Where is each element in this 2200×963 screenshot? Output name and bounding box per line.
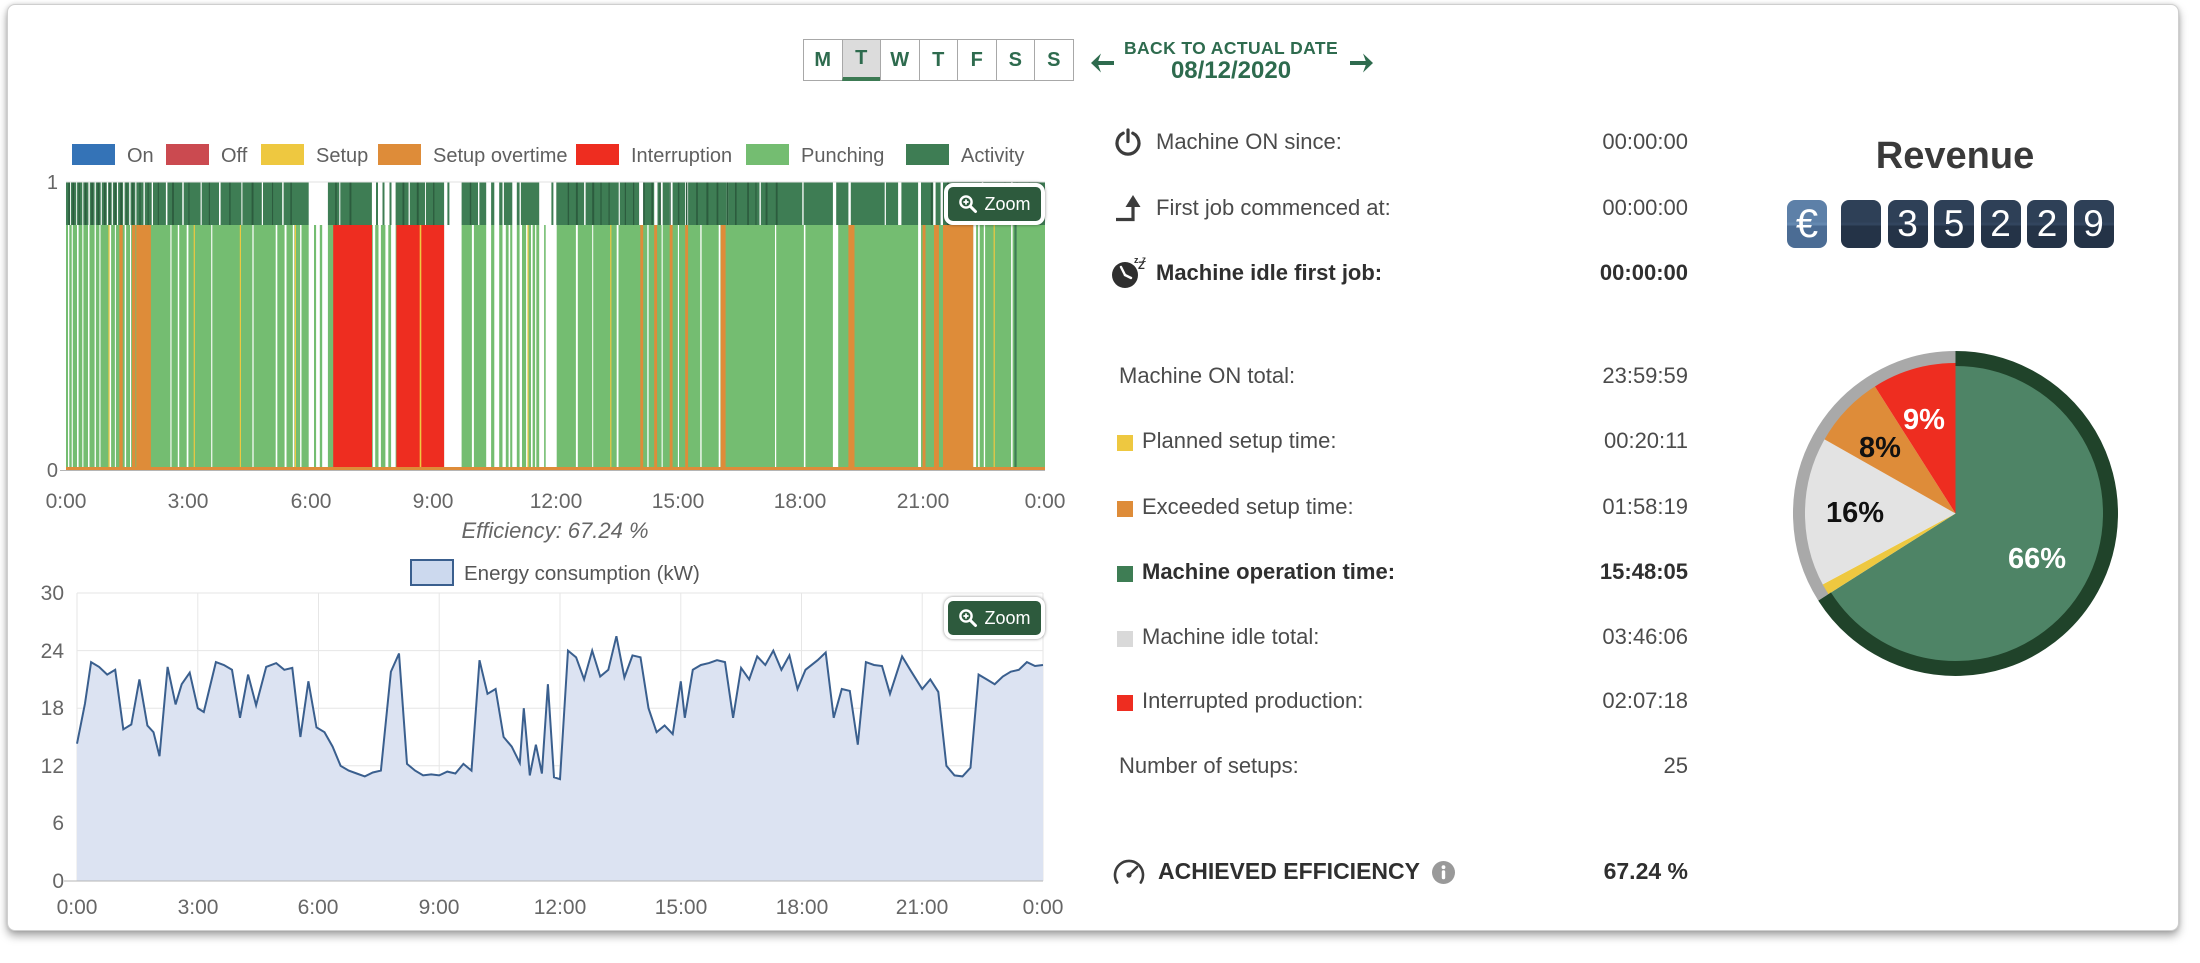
svg-text:z: z <box>1134 255 1139 265</box>
svg-text:15:00: 15:00 <box>655 896 708 919</box>
svg-text:0:00: 0:00 <box>1023 896 1064 919</box>
svg-text:Z: Z <box>1138 260 1145 272</box>
svg-text:Activity: Activity <box>961 145 1024 167</box>
svg-text:Off: Off <box>221 145 248 167</box>
svg-text:3:00: 3:00 <box>168 490 209 513</box>
svg-text:15:00: 15:00 <box>652 490 705 513</box>
svg-text:z: z <box>1142 255 1146 264</box>
svg-text:Setup overtime: Setup overtime <box>433 145 568 167</box>
svg-text:12:00: 12:00 <box>530 490 583 513</box>
svg-text:12:00: 12:00 <box>534 896 587 919</box>
svg-text:30: 30 <box>41 582 64 605</box>
svg-text:Setup: Setup <box>316 145 368 167</box>
svg-text:0: 0 <box>47 460 58 482</box>
svg-text:0:00: 0:00 <box>57 896 98 919</box>
svg-text:1: 1 <box>47 172 58 194</box>
svg-text:0:00: 0:00 <box>46 490 87 513</box>
svg-text:18:00: 18:00 <box>776 896 829 919</box>
svg-text:6:00: 6:00 <box>298 896 339 919</box>
svg-text:9:00: 9:00 <box>419 896 460 919</box>
svg-text:0: 0 <box>52 870 64 893</box>
svg-text:Energy consumption (kW): Energy consumption (kW) <box>464 562 700 585</box>
svg-text:18:00: 18:00 <box>774 490 827 513</box>
svg-text:Efficiency: 67.24 %: Efficiency: 67.24 % <box>461 518 648 543</box>
svg-text:On: On <box>127 145 154 167</box>
svg-text:9:00: 9:00 <box>413 490 454 513</box>
svg-text:6: 6 <box>52 812 64 835</box>
svg-text:Interruption: Interruption <box>631 145 732 167</box>
svg-text:18: 18 <box>41 697 64 720</box>
svg-text:3:00: 3:00 <box>178 896 219 919</box>
svg-text:24: 24 <box>41 640 65 663</box>
svg-text:0:00: 0:00 <box>1025 490 1066 513</box>
svg-text:12: 12 <box>41 755 64 778</box>
svg-text:6:00: 6:00 <box>291 490 332 513</box>
svg-text:Punching: Punching <box>801 145 884 167</box>
svg-text:21:00: 21:00 <box>897 490 950 513</box>
svg-text:21:00: 21:00 <box>896 896 949 919</box>
